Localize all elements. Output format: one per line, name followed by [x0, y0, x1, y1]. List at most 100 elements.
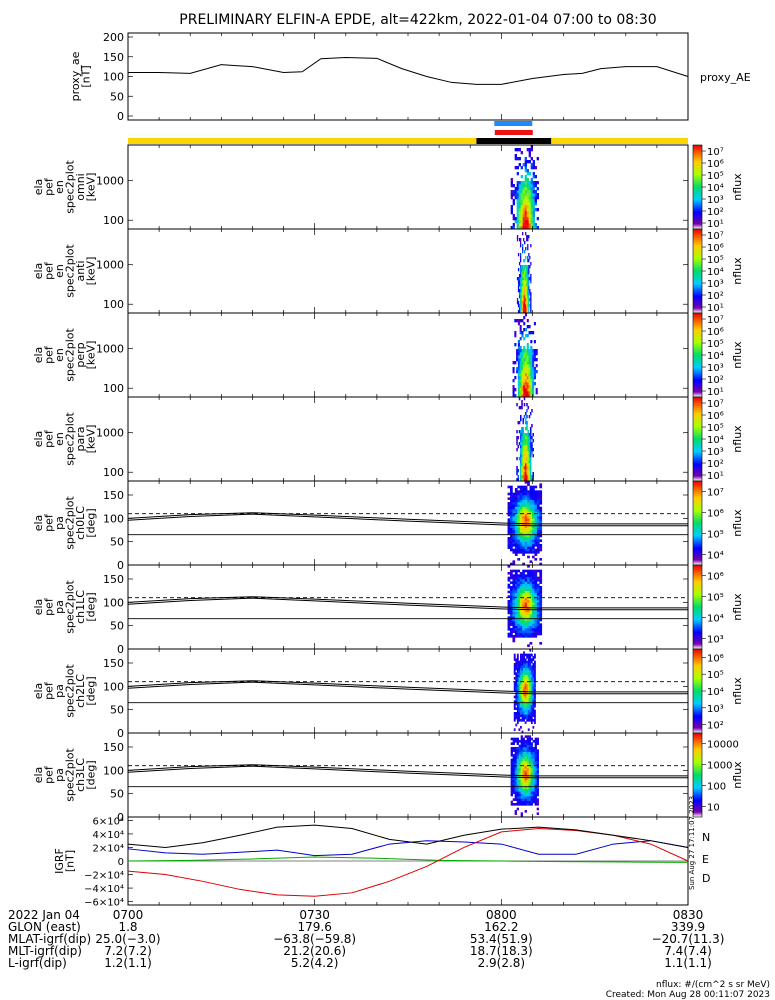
heatmap-cell	[517, 289, 520, 293]
heatmap-cell	[524, 681, 527, 685]
heatmap-cell	[516, 466, 518, 470]
heatmap-cell	[521, 442, 523, 446]
heatmap-cell	[517, 421, 520, 425]
heatmap-cell	[516, 782, 519, 785]
colorbar-tick-label: 10⁷	[707, 488, 724, 499]
heatmap-cell	[532, 576, 535, 580]
heatmap-cell	[510, 588, 513, 591]
colorbar-tick-label: 10⁴	[707, 183, 724, 194]
heatmap-cell	[536, 593, 540, 596]
heatmap-cell	[534, 513, 538, 517]
heatmap-cell	[526, 355, 529, 359]
heatmap-cell	[527, 451, 530, 455]
heatmap-cell	[517, 499, 521, 503]
heatmap-cell	[517, 319, 520, 323]
heatmap-cell	[514, 747, 517, 750]
heatmap-cell	[527, 621, 530, 624]
heatmap-cell	[524, 190, 527, 194]
heatmap-cell	[520, 184, 523, 188]
heatmap-cell	[539, 609, 543, 612]
heatmap-cell	[519, 546, 523, 549]
heatmap-cell	[532, 217, 535, 221]
heatmap-cell	[527, 544, 530, 547]
x-axis-row-value: 1.1(1.1)	[664, 956, 712, 970]
heatmap-cell	[536, 621, 540, 624]
spin-marker-blue	[494, 121, 533, 126]
heatmap-cell	[524, 803, 527, 806]
y-tick-label: 100	[103, 596, 124, 609]
heatmap-cell	[519, 539, 523, 542]
x-axis-row-value: 25.0(−3.0)	[95, 932, 160, 946]
heatmap-cell	[534, 758, 537, 762]
heatmap-cell	[523, 466, 526, 470]
heatmap-cell	[519, 391, 522, 395]
heatmap-cell	[513, 663, 516, 666]
heatmap-cell	[518, 307, 521, 311]
heatmap-cell	[520, 181, 523, 185]
panel-igrf: 6×10⁴4×10⁴2×10⁴0−2×10⁴−4×10⁴−6×10⁴IGRF[n…	[53, 816, 711, 908]
heatmap-cell	[539, 534, 543, 538]
heatmap-cell	[517, 581, 521, 584]
heatmap-cell	[531, 478, 533, 482]
heatmap-cell	[514, 768, 517, 771]
page-title: PRELIMINARY ELFIN-A EPDE, alt=422km, 202…	[179, 12, 656, 28]
heatmap-cell	[529, 684, 532, 687]
heatmap-cell	[519, 618, 523, 622]
heatmap-cell	[527, 238, 529, 242]
heatmap-cell	[534, 530, 538, 533]
panel-frame	[127, 144, 689, 230]
heatmap-cell	[524, 586, 528, 589]
heatmap-cell	[516, 709, 519, 713]
heatmap-cell	[524, 758, 527, 762]
colorbar-tick-label: 10⁶	[707, 509, 724, 520]
heatmap-cell	[539, 579, 543, 582]
heatmap-cell	[532, 530, 535, 533]
heatmap-cell	[530, 796, 533, 799]
heatmap-cell	[534, 490, 538, 493]
heatmap-cell	[524, 630, 528, 633]
heatmap-cell	[528, 415, 531, 419]
heatmap-cell	[516, 695, 519, 699]
heatmap-cell	[523, 439, 526, 443]
heatmap-cell	[526, 782, 529, 785]
heatmap-cell	[516, 457, 518, 461]
heatmap-cell	[510, 516, 513, 519]
heatmap-cell	[524, 193, 527, 197]
heatmap-cell	[516, 700, 519, 703]
heatmap-cell	[534, 175, 537, 179]
heatmap-cell	[522, 737, 525, 741]
panel-pa_ch1: 050100150elapefpaspec2plotch1LC[deg]10³1…	[32, 564, 744, 656]
heatmap-cell	[527, 707, 530, 710]
heatmap-cell	[523, 268, 525, 272]
heatmap-cell	[539, 632, 543, 636]
heatmap-cell	[512, 509, 516, 512]
heatmap-cell	[517, 355, 520, 359]
heatmap-cell	[532, 520, 535, 524]
heatmap-cell	[522, 803, 525, 806]
heatmap-cell	[519, 611, 523, 615]
heatmap-cell	[536, 579, 540, 582]
heatmap-cell	[527, 628, 530, 631]
heatmap-cell	[514, 765, 517, 769]
heatmap-cell	[523, 355, 526, 359]
heatmap-cell	[520, 656, 522, 659]
heatmap-cell	[522, 298, 524, 302]
heatmap-cell	[519, 361, 522, 365]
heatmap-cell	[530, 765, 533, 769]
heatmap-cell	[529, 560, 533, 563]
heatmap-cell	[522, 777, 525, 780]
heatmap-cell	[512, 786, 515, 790]
heatmap-cell	[516, 214, 519, 218]
heatmap-cell	[534, 761, 537, 764]
heatmap-cell	[524, 674, 527, 678]
heatmap-cell	[535, 388, 538, 392]
panel-frame	[127, 648, 689, 734]
heatmap-cell	[524, 791, 527, 794]
heatmap-cell	[520, 709, 522, 713]
heatmap-cell	[536, 490, 540, 493]
heatmap-cell	[524, 534, 528, 538]
heatmap-cell	[518, 782, 521, 785]
heatmap-cell	[521, 705, 524, 708]
